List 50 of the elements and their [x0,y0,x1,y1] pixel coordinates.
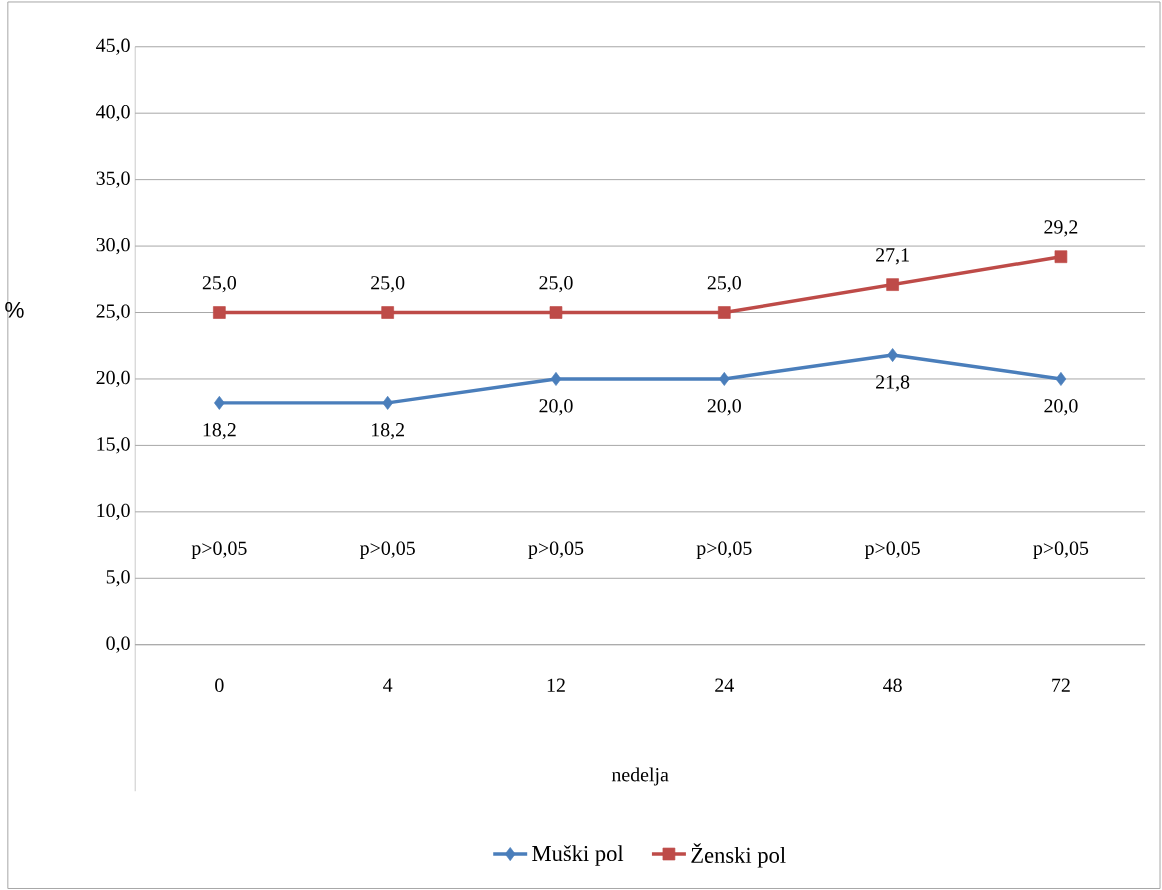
data-label: 18,2 [372,422,404,440]
annotation: p>0,05 [1033,541,1089,559]
y-tick-label: 40,0 [96,104,130,122]
x-tick-label: 4 [383,678,393,692]
y-tick-label: 25,0 [96,304,130,321]
annotation: p>0,05 [359,541,415,559]
y-tick-label: 5,0 [106,569,130,587]
point [382,395,393,410]
annotation: p>0,05 [864,541,920,559]
y-tick-label: 0,0 [106,636,130,653]
point [549,305,563,319]
annotation: p>0,05 [528,541,584,559]
data-label: 27,1 [876,247,909,265]
point [214,395,225,410]
point [718,371,730,386]
x-tick-label: 12 [547,678,565,692]
point [718,305,731,319]
data-label: 20,0 [1044,398,1078,416]
data-label: 20,0 [539,398,573,416]
data-label: 29,2 [1044,220,1078,237]
x-tick-label: 0 [215,678,224,692]
y-tick-label: 10,0 [97,503,130,520]
point [381,305,394,319]
y-tick-label: 20,0 [96,370,130,387]
point [1054,250,1068,263]
point [1055,371,1067,386]
x-axis-title: nedelja [611,767,669,786]
x-tick-label: 48 [883,678,902,692]
y-tick-label: 45,0 [96,38,130,55]
data-label: 21,8 [876,374,910,392]
data-label: 25,0 [202,275,237,293]
y-axis-title: % [5,301,24,318]
data-label: 25,0 [707,275,741,293]
point [886,278,899,291]
point [213,305,226,319]
x-tick-label: 24 [715,678,734,692]
data-label: 18,2 [203,422,236,440]
point [887,347,898,362]
y-tick-label: 15,0 [97,437,130,454]
point [550,371,562,386]
data-label: 25,0 [539,275,573,293]
data-label: 25,0 [371,275,405,293]
legend-label: Muški pol [532,844,624,866]
data-label: 20,0 [707,398,741,416]
y-tick-label: 35,0 [96,171,130,188]
y-tick-label: 30,0 [96,237,130,254]
annotation: p>0,05 [191,541,247,559]
legend-label: Ženski pol [691,843,786,868]
x-tick-label: 72 [1052,678,1070,692]
annotation: p>0,05 [696,541,752,559]
